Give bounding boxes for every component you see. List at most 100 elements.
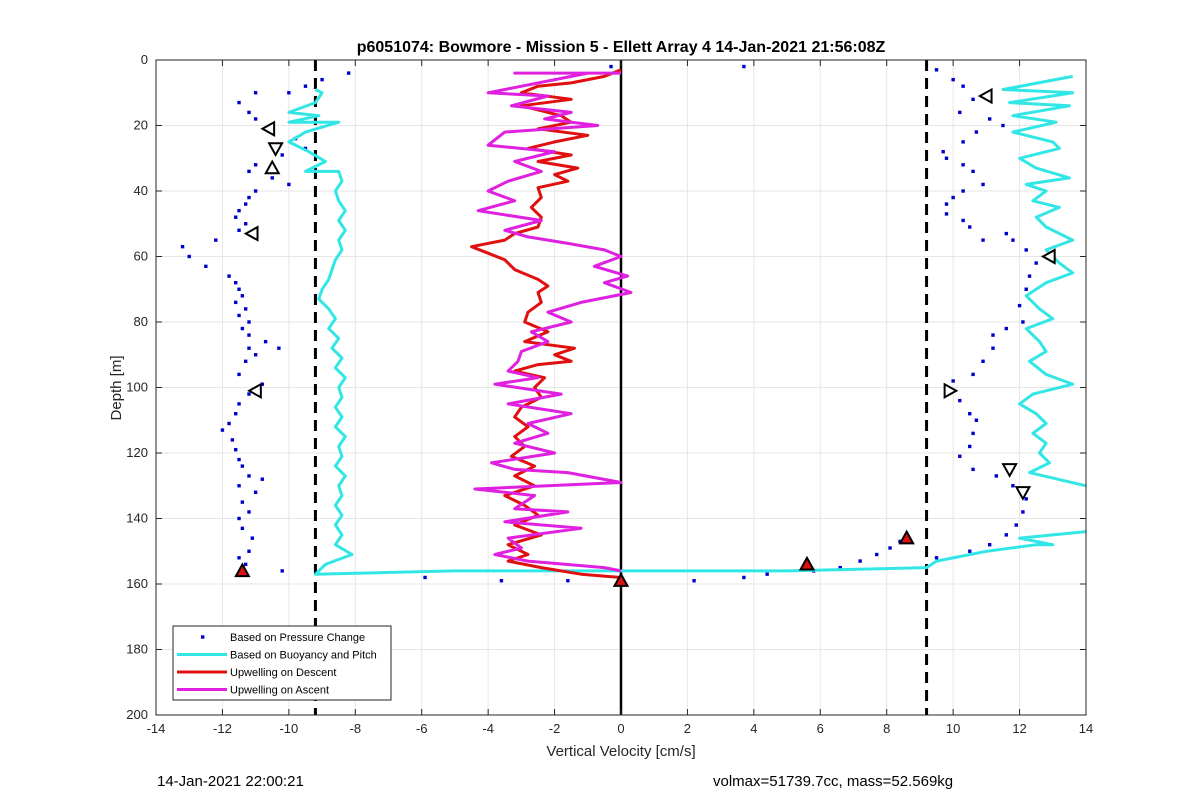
pressure-change-point (237, 516, 241, 521)
pressure-change-point (994, 474, 999, 478)
axis-ticks: -14 -12 -10 -8 -6 -4 -2 0 2 4 6 8 10 12 14020406080100… (126, 52, 1093, 736)
footer-timestamp: 14-Jan-2021 22:00:21 (157, 773, 304, 790)
pressure-change-point (1021, 510, 1025, 514)
pressure-change-point (974, 130, 979, 134)
pressure-change-point (234, 448, 238, 452)
triangle-marker (260, 120, 276, 137)
pressure-change-point (958, 398, 962, 403)
pressure-change-point (991, 346, 995, 350)
pressure-change-point (240, 294, 245, 298)
plot-series (180, 64, 1087, 583)
pressure-change-point (987, 117, 992, 121)
pressure-change-point (277, 346, 281, 350)
legend-label: Based on Pressure Change (230, 632, 365, 644)
ascent-line (473, 71, 633, 573)
x-tick-label: 6 (817, 721, 824, 736)
pressure-change-point (981, 182, 985, 187)
pressure-change-point (1004, 326, 1008, 331)
pressure-change-point (237, 484, 241, 488)
pressure-change-point (243, 562, 248, 567)
pressure-change-point (971, 372, 975, 377)
x-tick-label: 14 (1079, 721, 1093, 736)
pressure-change-point (1034, 261, 1038, 265)
pressure-change-point (961, 189, 965, 193)
pressure-change-point (981, 238, 985, 242)
pressure-change-point (974, 418, 979, 422)
pressure-change-point (220, 428, 225, 432)
pressure-change-dots (180, 64, 1038, 583)
pressure-change-point (971, 431, 975, 436)
pressure-change-point (875, 552, 879, 557)
pressure-change-point (234, 300, 238, 305)
triangle-marker (247, 382, 262, 399)
pressure-change-point (951, 195, 955, 200)
pressure-change-point (247, 392, 251, 396)
pressure-change-point (247, 195, 251, 200)
pressure-change-point (240, 326, 245, 331)
pressure-change-point (971, 467, 975, 472)
x-tick-label: -10 (279, 721, 298, 736)
pressure-change-point (1001, 123, 1005, 128)
pressure-change-point (961, 163, 965, 167)
x-tick-label: 12 (1012, 721, 1026, 736)
pressure-change-point (237, 208, 241, 213)
pressure-change-point (237, 313, 241, 318)
pressure-change-point (237, 287, 241, 291)
pressure-change-point (253, 490, 258, 494)
pressure-change-point (951, 77, 955, 82)
legend-box (172, 625, 392, 701)
x-tick-label: -6 (416, 721, 428, 736)
pressure-change-point (280, 569, 284, 573)
pressure-change-point (250, 536, 255, 540)
pressure-change-point (968, 444, 972, 449)
triangle-marker (243, 225, 259, 242)
x-tick-label: 10 (946, 721, 960, 736)
pressure-change-point (838, 565, 842, 570)
pressure-change-point (180, 244, 185, 249)
pressure-change-point (968, 225, 972, 229)
x-tick-label: -14 (147, 721, 166, 736)
pressure-change-point (247, 510, 251, 514)
pressure-change-point (270, 176, 274, 180)
legend: Based on Pressure Change Based on Buoyanc… (172, 625, 392, 701)
legend-label: Upwelling on Ascent (230, 685, 329, 697)
y-tick-label: 60 (134, 249, 148, 264)
legend-swatch-dot (201, 635, 205, 639)
legend-label: Based on Buoyancy and Pitch (230, 650, 377, 662)
x-axis-label: Vertical Velocity [cm/s] (546, 743, 695, 760)
pressure-change-point (280, 153, 284, 157)
pressure-change-point (958, 454, 962, 458)
pressure-change-point (243, 307, 248, 311)
pressure-change-point (187, 254, 191, 259)
pressure-change-point (247, 549, 251, 553)
buoyancy-line-right (1001, 74, 1087, 488)
y-tick-label: 120 (126, 445, 148, 460)
pressure-change-point (214, 238, 218, 242)
legend-label: Upwelling on Descent (230, 667, 336, 679)
pressure-change-point (287, 91, 291, 95)
pressure-change-point (240, 526, 245, 531)
pressure-change-point (961, 84, 965, 88)
footer-vol-mass: volmax=51739.7cc, mass=52.569kg (713, 773, 954, 790)
y-tick-label: 200 (126, 707, 148, 722)
pressure-change-point (742, 575, 746, 580)
y-tick-label: 100 (126, 380, 148, 395)
pressure-change-point (609, 64, 613, 69)
pressure-change-point (237, 556, 241, 560)
pressure-change-point (227, 274, 231, 278)
pressure-change-point (971, 169, 975, 174)
triangle-markers (234, 87, 1056, 587)
pressure-change-point (247, 320, 251, 324)
pressure-change-point (888, 546, 892, 550)
triangle-marker (1014, 486, 1032, 501)
x-tick-label: 8 (883, 721, 890, 736)
pressure-change-point (320, 77, 324, 82)
y-tick-label: 140 (126, 511, 148, 526)
y-tick-label: 80 (134, 314, 148, 329)
pressure-change-point (1024, 248, 1028, 252)
pressure-change-point (237, 372, 241, 377)
pressure-change-point (898, 539, 902, 544)
pressure-change-point (934, 68, 939, 72)
pressure-change-point (1024, 287, 1028, 291)
pressure-change-point (858, 559, 862, 563)
